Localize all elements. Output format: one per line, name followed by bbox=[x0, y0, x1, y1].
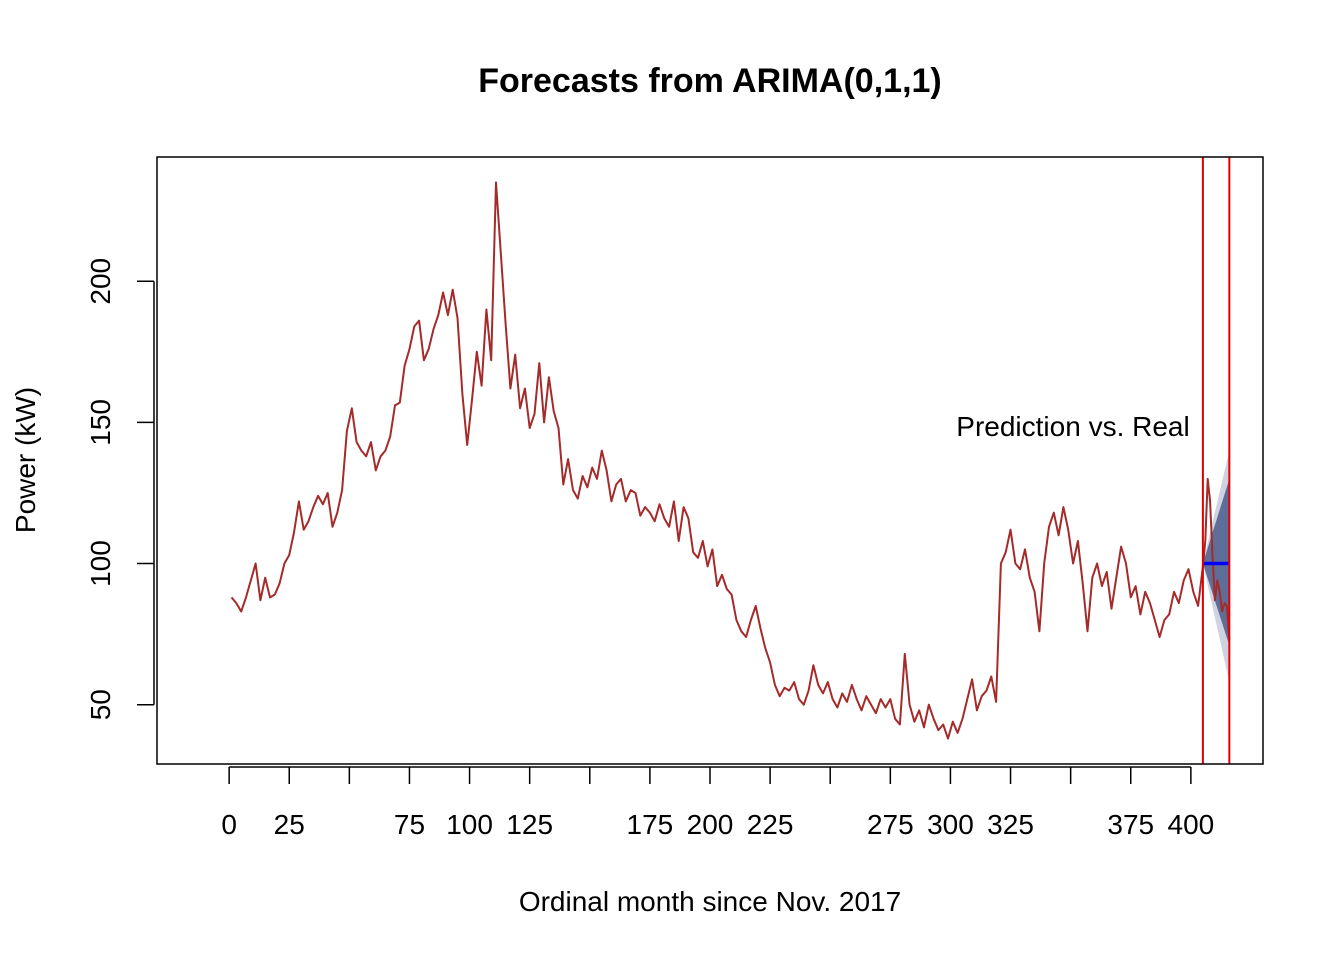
x-tick-label: 400 bbox=[1168, 809, 1215, 840]
x-axis: 0 25 75 100 125 175 200 225 275 300 325 375 400 bbox=[221, 766, 1215, 840]
x-tick-label: 75 bbox=[394, 809, 425, 840]
x-tick-label: 200 bbox=[687, 809, 734, 840]
plot-frame bbox=[156, 156, 1264, 765]
plot-area bbox=[230, 157, 1231, 764]
x-tick-label: 100 bbox=[446, 809, 493, 840]
y-tick-label: 200 bbox=[85, 258, 116, 305]
series-line-1 bbox=[230, 181, 1204, 740]
series-line-2 bbox=[1201, 477, 1231, 640]
x-tick-label: 125 bbox=[506, 809, 553, 840]
x-tick-label: 300 bbox=[927, 809, 974, 840]
y-axis: 50 100 150 200 bbox=[85, 258, 155, 720]
y-tick-label: 50 bbox=[85, 689, 116, 720]
chart-title: Forecasts from ARIMA(0,1,1) bbox=[478, 62, 942, 100]
x-tick-label: 375 bbox=[1107, 809, 1154, 840]
annotation-prediction-vs-real: Prediction vs. Real bbox=[956, 411, 1189, 442]
y-tick-label: 150 bbox=[85, 399, 116, 446]
y-axis-label: Power (kW) bbox=[10, 387, 41, 533]
x-tick-label: 225 bbox=[747, 809, 794, 840]
x-tick-label: 275 bbox=[867, 809, 914, 840]
y-tick-label: 100 bbox=[85, 540, 116, 587]
x-tick-label: 175 bbox=[627, 809, 674, 840]
x-tick-label: 325 bbox=[987, 809, 1034, 840]
x-axis-label: Ordinal month since Nov. 2017 bbox=[519, 886, 901, 917]
x-tick-label: 25 bbox=[274, 809, 305, 840]
x-tick-label: 0 bbox=[221, 809, 237, 840]
